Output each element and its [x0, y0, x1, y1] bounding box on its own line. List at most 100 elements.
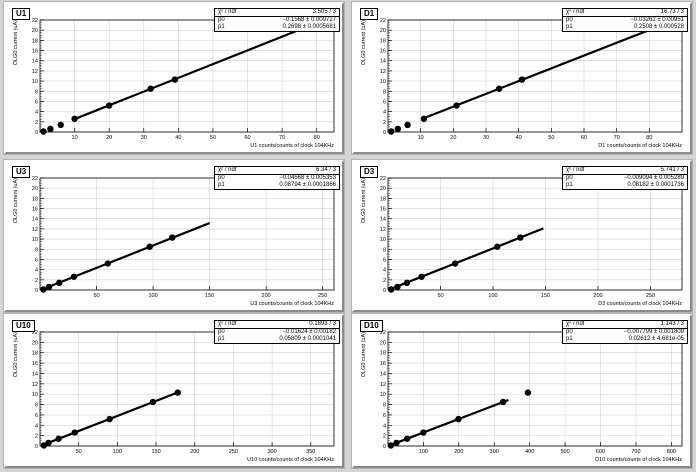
x-tick-label: 80 — [314, 135, 320, 141]
y-tick-label: 10 — [32, 237, 38, 243]
y-tick-label: 18 — [32, 196, 38, 202]
data-point — [452, 260, 459, 267]
chart-pad-u1: 10 20 30 40 50 60 70 80 0 2 4 6 8 10 12 14 16 18 20 22 U1 co… — [3, 1, 345, 155]
y-tick-label: 14 — [380, 217, 386, 223]
fit-stats-box: χ² / ndf 5.741 / 3 p0 −0.009094 ± 0.005289 p… — [562, 166, 688, 190]
y-tick-label: 16 — [32, 49, 38, 55]
x-tick-label: 60 — [581, 135, 587, 141]
y-tick-label: 8 — [35, 403, 38, 409]
fit-line — [42, 222, 211, 290]
data-point — [174, 389, 181, 396]
y-tick-label: 10 — [380, 392, 386, 398]
y-tick-label: 12 — [32, 69, 38, 75]
p0-row: p0 −0.007799 ± 0.001809 — [563, 329, 687, 336]
y-tick-label: 2 — [383, 278, 386, 284]
y-tick-label: 12 — [32, 227, 38, 233]
x-tick-label: 30 — [141, 135, 147, 141]
y-tick-label: 8 — [383, 247, 386, 253]
y-tick-label: 6 — [35, 257, 38, 263]
y-tick-label: 0 — [383, 444, 386, 450]
y-axis-label: OLG0 current (uA) — [361, 20, 367, 65]
chart-pad-d1: 10 20 30 40 50 60 70 80 0 2 4 6 8 10 12 14 16 18 20 22 D1 co… — [351, 1, 693, 155]
p1-row-label: p1 — [218, 182, 225, 188]
y-tick-label: 22 — [32, 176, 38, 182]
x-tick-label: 200 — [262, 293, 271, 299]
y-tick-label: 16 — [380, 49, 386, 55]
stats-divider — [215, 174, 339, 175]
x-tick-label: 40 — [516, 135, 522, 141]
chi2-row: χ² / ndf 3.505 / 3 — [215, 9, 339, 16]
y-tick-label: 4 — [35, 423, 38, 429]
data-point — [394, 125, 401, 133]
x-tick-label: 60 — [244, 135, 250, 141]
y-tick-label: 16 — [380, 361, 386, 367]
x-tick-label: 30 — [483, 135, 489, 141]
data-point — [387, 442, 395, 449]
x-tick-label: 250 — [229, 449, 238, 455]
y-tick-label: 18 — [380, 38, 386, 44]
chi2-row: χ² / ndf 1.143 / 3 — [563, 321, 687, 328]
y-tick-label: 20 — [32, 186, 38, 192]
x-tick-label: 250 — [318, 293, 327, 299]
x-tick-label: 100 — [148, 293, 157, 299]
x-tick-label: 600 — [596, 449, 605, 455]
p0-row-label: p0 — [566, 17, 573, 23]
data-point — [45, 283, 53, 291]
chi2-row-label: χ² / ndf — [218, 167, 237, 173]
y-tick-label: 4 — [383, 110, 386, 116]
chi2-row-label: χ² / ndf — [218, 321, 237, 327]
x-tick-label: 50 — [93, 293, 99, 299]
x-tick-label: 200 — [454, 449, 463, 455]
fit-stats-box: χ² / ndf 16.73 / 3 p0 −0.03262 ± 0.00951 p1 0… — [562, 8, 688, 32]
x-tick-label: 50 — [76, 449, 82, 455]
data-point — [147, 85, 154, 92]
p1-row-label: p1 — [218, 336, 225, 342]
y-tick-label: 8 — [383, 403, 386, 409]
data-point — [71, 429, 79, 436]
y-tick-label: 6 — [383, 99, 386, 105]
data-point — [403, 435, 411, 442]
y-tick-label: 4 — [383, 268, 386, 274]
p0-row-label: p0 — [218, 17, 225, 23]
p1-row-label: p1 — [566, 336, 573, 342]
p0-row: p0 −0.1568 ± 0.009727 — [215, 17, 339, 24]
y-tick-label: 2 — [35, 278, 38, 284]
p0-row: p0 −0.04568 ± 0.005353 — [215, 175, 339, 182]
p0-row-label: p0 — [566, 175, 573, 181]
y-axis-label: OLG0 current (uA) — [13, 178, 19, 223]
chi2-row-value: 1.143 / 3 — [660, 321, 684, 327]
p0-row-label: p0 — [566, 329, 573, 335]
stats-divider — [563, 16, 687, 17]
y-tick-label: 22 — [380, 330, 386, 336]
chi2-row-value: 16.73 / 3 — [660, 9, 684, 15]
y-tick-label: 12 — [380, 382, 386, 388]
p1-row-value: 0.2508 ± 0.000528 — [633, 24, 684, 30]
chi2-row-value: 3.505 / 3 — [312, 9, 336, 15]
y-tick-label: 6 — [35, 99, 38, 105]
chi2-row: χ² / ndf 6.34 / 3 — [215, 167, 339, 174]
fit-line — [74, 24, 311, 121]
data-point — [40, 128, 47, 135]
y-tick-label: 14 — [32, 217, 38, 223]
chart-pad-u10: 50 100 150 200 250 300 350 0 2 4 6 8 10 12 14 16 18 20 22 U… — [3, 313, 345, 469]
fit-stats-box: χ² / ndf 3.505 / 3 p0 −0.1568 ± 0.009727 p1 0… — [214, 8, 340, 32]
y-tick-label: 10 — [380, 237, 386, 243]
fit-line — [390, 398, 509, 446]
data-point — [171, 76, 179, 83]
data-point — [518, 76, 526, 83]
data-point — [387, 286, 395, 293]
data-point — [149, 398, 157, 406]
y-tick-label: 0 — [35, 130, 38, 136]
y-axis-label: OLG0 current (uA) — [361, 178, 367, 223]
x-tick-label: 100 — [113, 449, 122, 455]
x-axis-label: D3 counts/counts of clock 104KHz — [598, 301, 682, 307]
y-tick-label: 4 — [35, 110, 38, 116]
x-tick-label: 10 — [418, 135, 424, 141]
p1-row: p1 0.2698 ± 0.0005681 — [215, 24, 339, 31]
data-point — [45, 439, 52, 447]
x-tick-label: 70 — [279, 135, 285, 141]
y-tick-label: 16 — [380, 207, 386, 213]
panel-title: D10 — [360, 320, 383, 332]
chart-svg: 50 100 150 200 250 300 350 0 2 4 6 8 10 12 14 16 18 20 22 U… — [13, 330, 335, 463]
